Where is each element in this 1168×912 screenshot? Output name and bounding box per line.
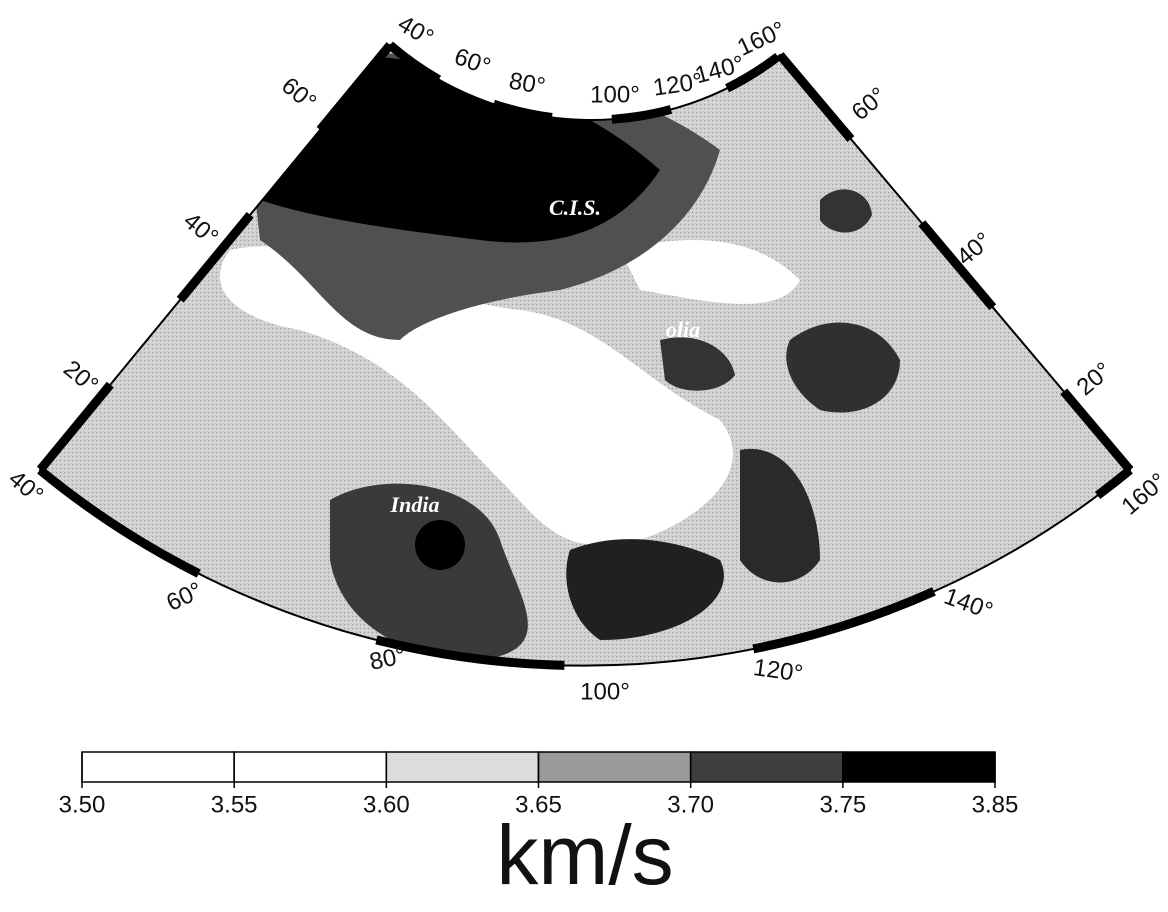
- colorbar-tick-label: 3.50: [59, 791, 106, 818]
- colorbar-bin: [539, 752, 691, 782]
- region-label: C.I.S.: [549, 195, 601, 220]
- colorbar-bin: [82, 752, 234, 782]
- degree-label: 100°: [590, 81, 640, 108]
- page: 40°60°80°100°120°140°160°60°40°20°40°60°…: [0, 0, 1168, 907]
- colorbar-tick-label: 3.70: [667, 791, 714, 818]
- colorbar-tick-label: 3.55: [211, 791, 258, 818]
- colorbar-tick-label: 3.60: [363, 791, 410, 818]
- degree-label: 140°: [940, 583, 996, 625]
- degree-label: 20°: [1072, 357, 1117, 401]
- region-label: olia: [666, 317, 700, 342]
- degree-label: 100°: [580, 678, 630, 705]
- highest-velocity-region: [415, 520, 465, 570]
- degree-label: 60°: [451, 43, 494, 81]
- colorbar-tick-label: 3.85: [972, 791, 1019, 818]
- degree-label: 60°: [162, 577, 206, 617]
- colorbar-bin: [386, 752, 538, 782]
- degree-label: 60°: [847, 82, 892, 126]
- degree-label: 20°: [58, 355, 103, 399]
- degree-label: 80°: [507, 67, 547, 100]
- degree-label: 60°: [276, 72, 321, 116]
- degree-label: 40°: [178, 207, 223, 251]
- colorbar-bin: [691, 752, 843, 782]
- region-label: India: [390, 492, 440, 517]
- colorbar-unit: km/s: [496, 808, 673, 902]
- colorbar-tick-label: 3.75: [819, 791, 866, 818]
- degree-label: 120°: [752, 654, 805, 688]
- colorbar-bin: [843, 752, 995, 782]
- degree-label: 80°: [367, 642, 408, 676]
- degree-label: 40°: [393, 10, 438, 52]
- colorbar-bin: [234, 752, 386, 782]
